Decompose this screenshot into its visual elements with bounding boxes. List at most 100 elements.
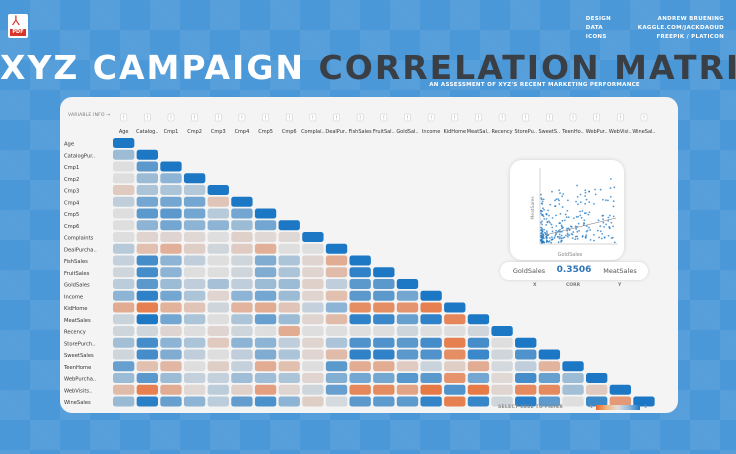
- heatmap-cell[interactable]: Income / Age: 0.2: [113, 290, 135, 301]
- heatmap-cell[interactable]: CatalogPur.. / Age: 0.15: [113, 149, 135, 160]
- heatmap-cell[interactable]: MeatSales / FruitSal..: 0.55: [373, 314, 395, 325]
- heatmap-cell[interactable]: WebVisits.. / Cmp4: -0.03: [231, 384, 253, 395]
- heatmap-cell[interactable]: GoldSales / Cmp3: 0.12: [207, 279, 229, 289]
- heatmap-cell[interactable]: DealPurcha.. / Cmp6: 0: [278, 243, 300, 254]
- heatmap-cell[interactable]: MeatSales / KidHome: -0.45: [444, 314, 466, 325]
- heatmap-cell[interactable]: FruitSales / Cmp5: 0.25: [254, 267, 277, 278]
- heatmap-cell[interactable]: KidHome / Cmp6: -0.08: [278, 302, 300, 313]
- info-icon[interactable]: !: [501, 116, 503, 122]
- heatmap-cell[interactable]: TeenHome / Catalog..: -0.1: [136, 361, 158, 372]
- heatmap-cell[interactable]: Income / Cmp4: 0.2: [231, 290, 253, 301]
- heatmap-cell[interactable]: FishSales / Cmp6: 0.1: [278, 255, 300, 266]
- heatmap-cell[interactable]: KidHome / Age: -0.2: [113, 302, 135, 313]
- heatmap-cell[interactable]: SweetSales / Cmp1: 0.25: [160, 349, 182, 360]
- heatmap-cell[interactable]: WebPurcha.. / Cmp6: 0.1: [278, 373, 300, 383]
- heatmap-cell[interactable]: Recency / GoldSal..: 0.02: [396, 326, 419, 336]
- heatmap-cell[interactable]: FruitSales / Complai..: -0.02: [302, 267, 324, 278]
- heatmap-cell[interactable]: Cmp5 / Cmp4: 0.3: [231, 208, 253, 219]
- heatmap-cell[interactable]: Cmp6 / Catalog..: 0.2: [136, 220, 158, 231]
- heatmap-cell[interactable]: WineSales / WebVisi..: -0.32: [609, 396, 631, 407]
- heatmap-cell[interactable]: KidHome / Cmp5: -0.2: [254, 302, 277, 313]
- heatmap-cell[interactable]: GoldSales / Cmp6: 0.15: [278, 279, 300, 289]
- variable-info-marker[interactable]: [522, 113, 529, 122]
- heatmap-cell[interactable]: DealPurcha.. / Complai..: 0: [302, 243, 324, 254]
- heatmap-cell[interactable]: WebPurcha.. / FishSales: 0.3: [349, 373, 371, 383]
- variable-info-marker[interactable]: [498, 113, 506, 122]
- heatmap-cell[interactable]: FishSales / Cmp2: 0.05: [183, 255, 206, 266]
- heatmap-cell[interactable]: SweetSales / Cmp4: 0.05: [231, 349, 253, 360]
- heatmap-cell[interactable]: Cmp3 / Cmp1: 0.1: [160, 185, 182, 195]
- heatmap-cell[interactable]: Cmp5 / Cmp3: 0.07: [207, 208, 229, 219]
- info-icon[interactable]: !: [383, 116, 385, 122]
- heatmap-cell[interactable]: Complaints / Cmp3: 0: [207, 232, 229, 242]
- heatmap-cell[interactable]: StorePurch.. / Catalog..: 0.5: [136, 337, 158, 348]
- heatmap-cell[interactable]: Income / FruitSal..: 0.4: [373, 290, 395, 301]
- heatmap-cell[interactable]: Recency / Complai..: 0: [302, 326, 324, 336]
- variable-info-marker[interactable]: [238, 113, 246, 122]
- heatmap-cell[interactable]: StorePurch.. / Age: 0.13: [113, 337, 135, 348]
- heatmap-cell[interactable]: FruitSales / Cmp2: 0: [183, 267, 206, 278]
- heatmap-cell[interactable]: FishSales / Complai..: -0.02: [302, 255, 324, 266]
- heatmap-cell[interactable]: WebPurcha.. / KidHome: -0.36: [444, 373, 466, 383]
- heatmap-cell[interactable]: Cmp1 / Age: 0: [113, 161, 135, 172]
- heatmap-cell[interactable]: FruitSales / FishSales: 0.6: [349, 267, 371, 278]
- heatmap-cell[interactable]: GoldSales / Cmp4: 0.05: [231, 279, 253, 289]
- heatmap-cell[interactable]: Cmp6 / Cmp6: 1: [278, 220, 300, 231]
- heatmap-cell[interactable]: KidHome / Income: -0.5: [420, 302, 442, 313]
- heatmap-cell[interactable]: Complaints / Complai..: 1: [302, 232, 324, 242]
- heatmap-cell[interactable]: WineSales / MeatSal..: 0.57: [467, 396, 490, 407]
- heatmap-cell[interactable]: Age / Age: 1: [113, 138, 135, 148]
- variable-info-marker[interactable]: [120, 113, 127, 122]
- heatmap-cell[interactable]: SweetSales / SweetS..: 1: [538, 349, 561, 360]
- heatmap-cell[interactable]: TeenHome / FishSales: -0.2: [349, 361, 371, 372]
- heatmap-cell[interactable]: Recency / Catalog..: 0.02: [136, 326, 158, 336]
- heatmap-cell[interactable]: GoldSales / GoldSal..: 1: [396, 279, 419, 289]
- heatmap-cell[interactable]: GoldSales / Catalog..: 0.4: [136, 279, 158, 289]
- variable-info-marker[interactable]: [144, 113, 151, 122]
- heatmap-cell[interactable]: Complaints / Catalog..: -0.02: [136, 232, 158, 242]
- heatmap-cell[interactable]: WebVisits.. / Complai..: 0.02: [302, 384, 324, 395]
- heatmap-cell[interactable]: TeenHome / Complai..: 0: [302, 361, 324, 372]
- variable-info-marker[interactable]: [546, 113, 553, 122]
- heatmap-cell[interactable]: WebPurcha.. / Cmp4: 0.14: [231, 373, 253, 383]
- heatmap-cell[interactable]: Recency / Income: 0: [420, 326, 442, 336]
- heatmap-cell[interactable]: WebPurcha.. / Cmp1: 0.15: [160, 373, 182, 383]
- heatmap-cell[interactable]: KidHome / KidHome: 1: [444, 302, 466, 313]
- heatmap-cell[interactable]: SweetSales / GoldSal..: 0.4: [396, 349, 419, 360]
- heatmap-cell[interactable]: Complaints / Cmp2: -0.01: [183, 232, 206, 242]
- heatmap-cell[interactable]: MeatSales / FishSales: 0.6: [349, 314, 371, 325]
- heatmap-cell[interactable]: WineSales / TeenHo..: 0: [562, 396, 584, 407]
- heatmap-cell[interactable]: WineSales / KidHome: -0.5: [444, 396, 466, 407]
- heatmap-cell[interactable]: WineSales / Recency: 0.02: [491, 396, 513, 407]
- heatmap-cell[interactable]: SweetSales / Recency: 0.02: [491, 349, 513, 360]
- heatmap-cell[interactable]: WebVisits.. / SweetS..: -0.43: [538, 384, 561, 395]
- heatmap-cell[interactable]: WineSales / FruitSal..: 0.39: [373, 396, 395, 407]
- heatmap-cell[interactable]: FruitSales / FruitSal..: 1: [373, 267, 395, 278]
- heatmap-cell[interactable]: WineSales / GoldSal..: 0.39: [396, 396, 419, 407]
- heatmap-cell[interactable]: KidHome / Complai..: 0.04: [302, 302, 324, 313]
- heatmap-cell[interactable]: WebVisits.. / KidHome: 0.45: [444, 384, 466, 395]
- heatmap-cell[interactable]: KidHome / DealPur..: 0.2: [325, 302, 348, 313]
- heatmap-cell[interactable]: Recency / Cmp2: 0: [183, 326, 206, 336]
- heatmap-cell[interactable]: Recency / FishSales: 0: [349, 326, 371, 336]
- heatmap-cell[interactable]: KidHome / GoldSal..: -0.35: [396, 302, 419, 313]
- info-icon[interactable]: !: [454, 116, 456, 122]
- heatmap-cell[interactable]: Income / Cmp1: 0.3: [160, 290, 182, 301]
- heatmap-cell[interactable]: Income / Catalog..: 0.6: [136, 290, 158, 301]
- heatmap-cell[interactable]: SweetSales / Age: 0.02: [113, 349, 135, 360]
- heatmap-cell[interactable]: WineSales / Catalog..: 0.63: [136, 396, 158, 407]
- heatmap-cell[interactable]: FishSales / Catalog..: 0.5: [136, 255, 158, 266]
- heatmap-cell[interactable]: WineSales / WineSal..: 1: [633, 396, 655, 407]
- heatmap-cell[interactable]: StorePurch.. / Cmp6: 0.05: [278, 337, 300, 348]
- heatmap-cell[interactable]: DealPurcha.. / Catalog..: -0.1: [136, 243, 158, 254]
- variable-info-marker[interactable]: [356, 113, 364, 122]
- heatmap-cell[interactable]: DealPurcha.. / Cmp3: 0.02: [207, 243, 229, 254]
- heatmap-cell[interactable]: FruitSales / Age: 0.02: [113, 267, 135, 278]
- info-icon[interactable]: !: [312, 116, 314, 122]
- heatmap-cell[interactable]: WineSales / Cmp1: 0.35: [160, 396, 182, 407]
- heatmap-cell[interactable]: WebPurcha.. / Complai..: -0.02: [302, 373, 324, 383]
- heatmap-cell[interactable]: Cmp1 / Cmp1: 1: [160, 161, 182, 172]
- heatmap-cell[interactable]: WineSales / Cmp3: 0.06: [207, 396, 229, 407]
- heatmap-cell[interactable]: DealPurcha.. / Cmp4: -0.05: [231, 243, 253, 254]
- heatmap-cell[interactable]: KidHome / Cmp3: 0.02: [207, 302, 229, 313]
